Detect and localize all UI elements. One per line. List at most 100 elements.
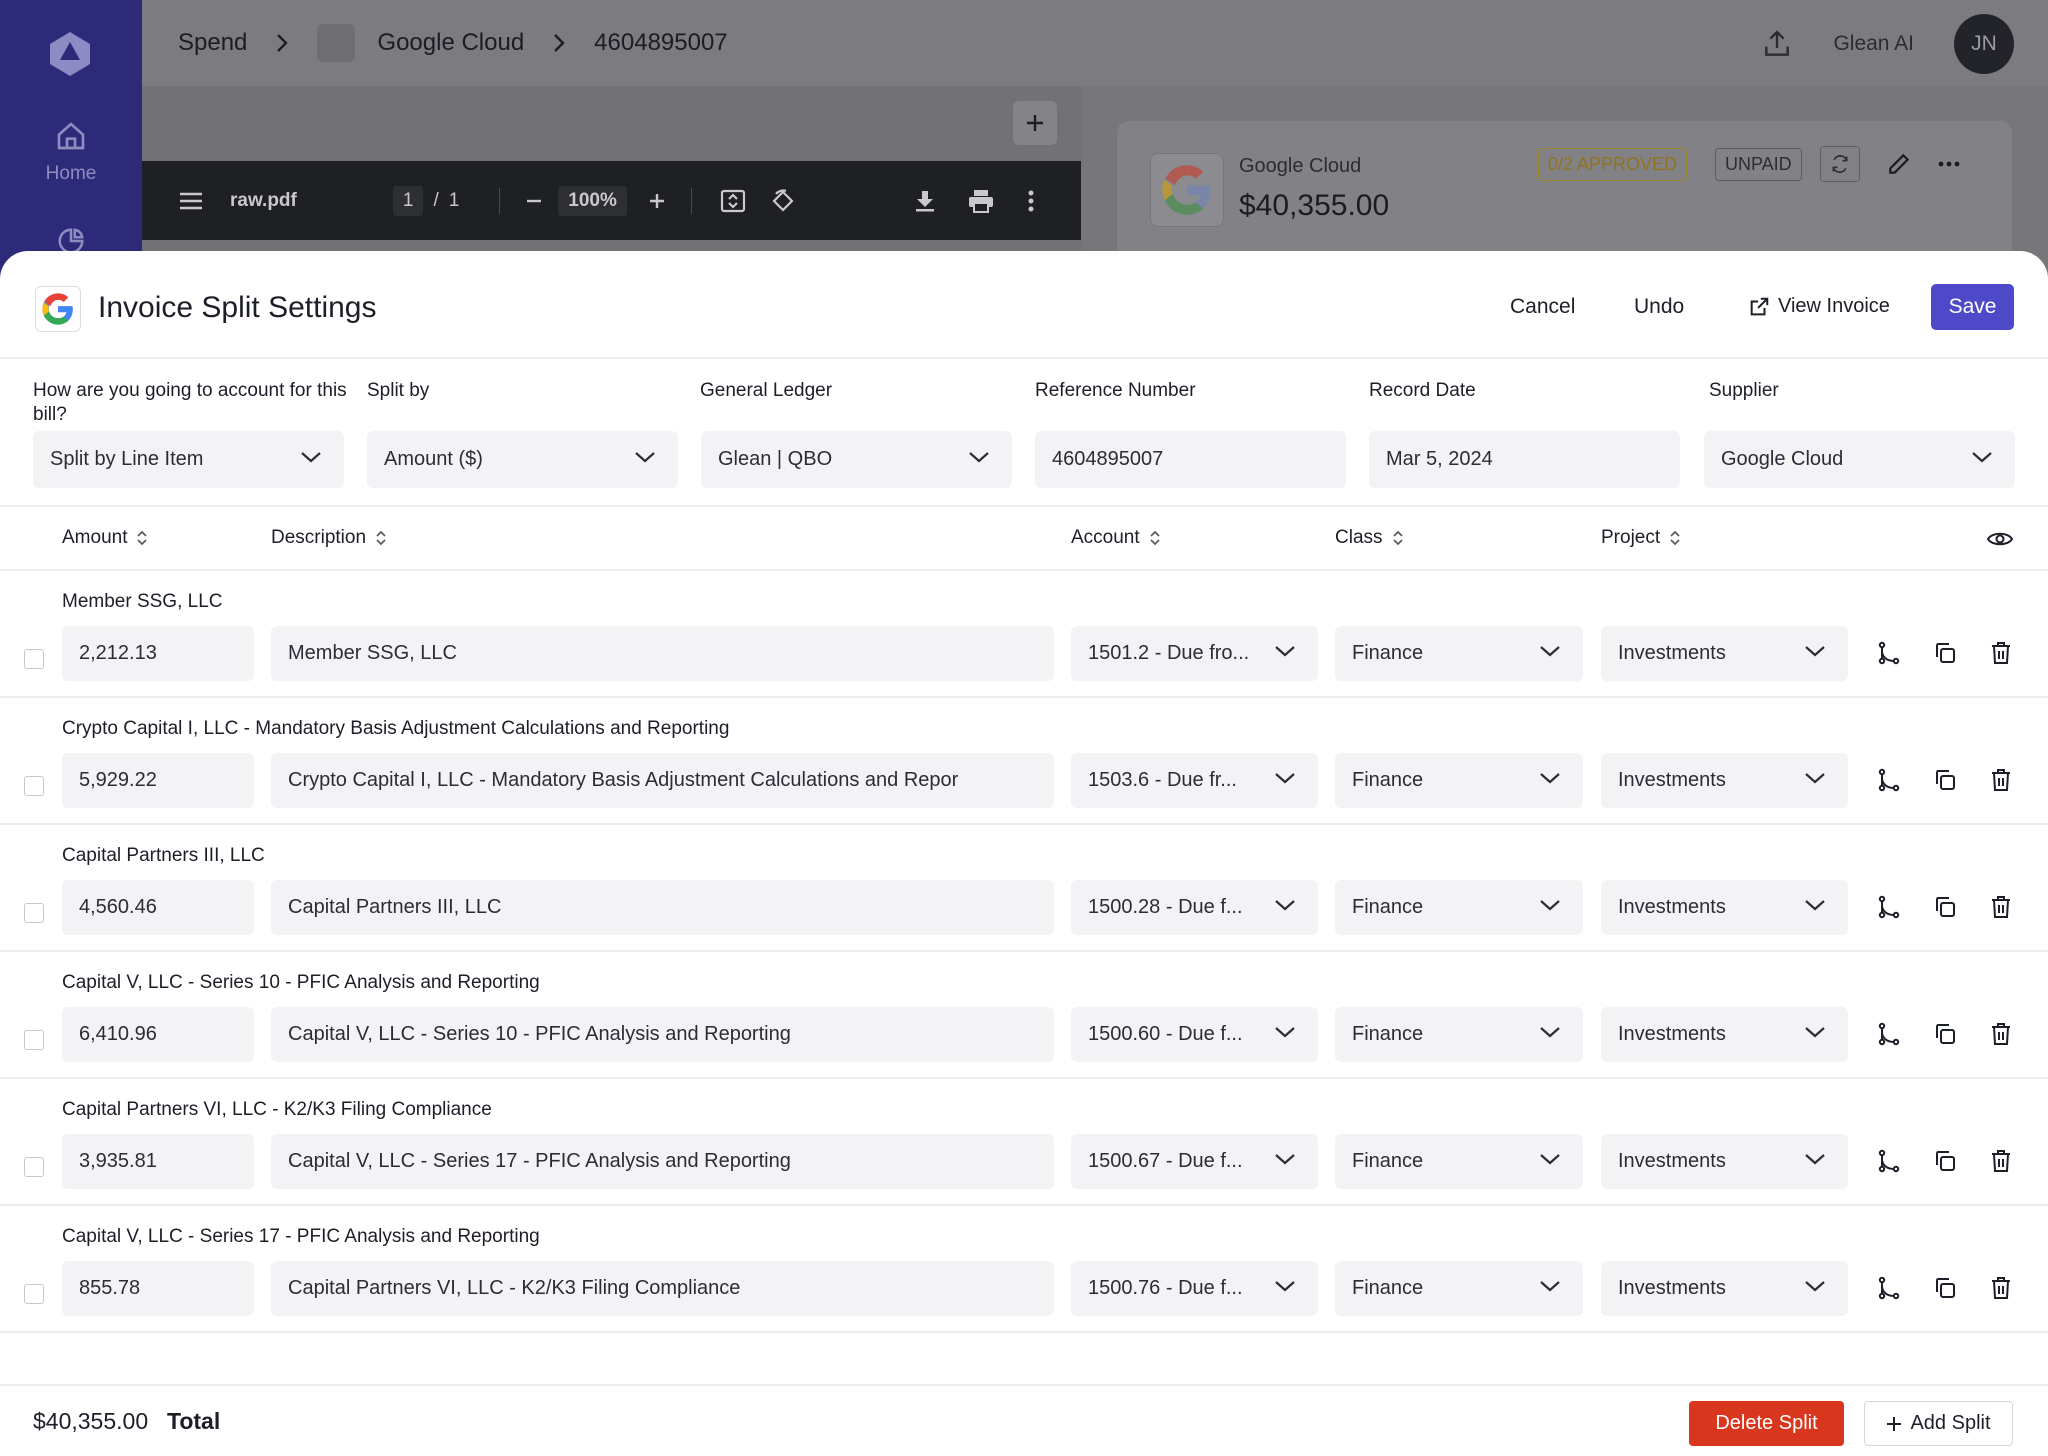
project-select[interactable]: Investments (1601, 1007, 1848, 1062)
delete-row-button[interactable] (1986, 1146, 2016, 1176)
project-select[interactable]: Investments (1601, 1261, 1848, 1316)
amount-input[interactable]: 855.78 (62, 1261, 254, 1316)
split-by-select[interactable]: Amount ($) (367, 431, 678, 488)
row-checkbox[interactable] (24, 903, 44, 923)
project-select[interactable]: Investments (1601, 1134, 1848, 1189)
sort-project-header[interactable]: Project (1601, 527, 1680, 549)
print-icon[interactable] (968, 189, 994, 213)
save-button[interactable]: Save (1931, 284, 2014, 330)
general-ledger-select[interactable]: Glean | QBO (701, 431, 1012, 488)
trash-icon (1992, 896, 2010, 918)
undo-button[interactable]: Undo (1634, 295, 1685, 318)
class-select[interactable]: Finance (1335, 626, 1583, 681)
more-horizontal-icon[interactable] (1938, 161, 1960, 167)
upload-icon[interactable] (1761, 28, 1793, 60)
class-select[interactable]: Finance (1335, 880, 1583, 935)
project-select[interactable]: Investments (1601, 880, 1848, 935)
split-line-button[interactable] (1874, 1146, 1904, 1176)
sort-account-header[interactable]: Account (1071, 527, 1160, 549)
delete-row-button[interactable] (1986, 1019, 2016, 1049)
delete-split-button[interactable]: Delete Split (1689, 1401, 1844, 1446)
split-by-value: Amount ($) (384, 448, 483, 470)
row-checkbox[interactable] (24, 1284, 44, 1304)
sync-button[interactable] (1820, 146, 1860, 182)
rotate-icon[interactable] (770, 188, 796, 214)
delete-row-button[interactable] (1986, 638, 2016, 668)
account-select[interactable]: 1500.28 - Due f... (1071, 880, 1318, 935)
class-select[interactable]: Finance (1335, 1134, 1583, 1189)
account-select[interactable]: 1500.60 - Due f... (1071, 1007, 1318, 1062)
description-input[interactable]: Crypto Capital I, LLC - Mandatory Basis … (271, 753, 1054, 808)
glean-logo-icon (50, 32, 90, 76)
record-date-input[interactable]: Mar 5, 2024 (1369, 431, 1680, 488)
breadcrumb-spend[interactable]: Spend (178, 29, 248, 56)
duplicate-row-button[interactable] (1930, 892, 1960, 922)
duplicate-row-button[interactable] (1930, 765, 1960, 795)
duplicate-row-button[interactable] (1930, 1273, 1960, 1303)
class-select[interactable]: Finance (1335, 753, 1583, 808)
delete-row-button[interactable] (1986, 765, 2016, 795)
delete-row-button[interactable] (1986, 892, 2016, 922)
project-select[interactable]: Investments (1601, 753, 1848, 808)
sort-description-header[interactable]: Description (271, 527, 386, 549)
description-input[interactable]: Capital V, LLC - Series 17 - PFIC Analys… (271, 1134, 1054, 1189)
avatar[interactable]: JN (1954, 14, 2014, 74)
add-document-button[interactable] (1013, 101, 1057, 145)
account-select[interactable]: 1500.67 - Due f... (1071, 1134, 1318, 1189)
zoom-in-icon[interactable] (647, 191, 667, 211)
amount-input[interactable]: 5,929.22 (62, 753, 254, 808)
amount-input[interactable]: 2,212.13 (62, 626, 254, 681)
row-checkbox[interactable] (24, 1030, 44, 1050)
amount-input[interactable]: 4,560.46 (62, 880, 254, 935)
delete-row-button[interactable] (1986, 1273, 2016, 1303)
add-split-button[interactable]: Add Split (1864, 1401, 2013, 1446)
amount-input[interactable]: 6,410.96 (62, 1007, 254, 1062)
accounting-method-select[interactable]: Split by Line Item (33, 431, 344, 488)
chevron-right-icon (552, 32, 566, 54)
sidebar-item-reports[interactable] (56, 226, 86, 261)
cancel-button[interactable]: Cancel (1510, 295, 1576, 318)
duplicate-row-button[interactable] (1930, 1019, 1960, 1049)
accounting-method-value: Split by Line Item (50, 448, 204, 470)
trash-icon (1992, 769, 2010, 791)
supplier-select[interactable]: Google Cloud (1704, 431, 2015, 488)
row-checkbox[interactable] (24, 649, 44, 669)
class-select[interactable]: Finance (1335, 1261, 1583, 1316)
split-line-button[interactable] (1874, 765, 1904, 795)
description-input[interactable]: Capital Partners III, LLC (271, 880, 1054, 935)
duplicate-row-button[interactable] (1930, 638, 1960, 668)
duplicate-row-button[interactable] (1930, 1146, 1960, 1176)
reference-number-input[interactable]: 4604895007 (1035, 431, 1346, 488)
account-select[interactable]: 1501.2 - Due fro... (1071, 626, 1318, 681)
eye-icon[interactable] (1986, 529, 2014, 549)
row-checkbox[interactable] (24, 1157, 44, 1177)
pdf-page-input[interactable]: 1 (392, 185, 424, 216)
fit-page-icon[interactable] (720, 189, 746, 213)
split-line-button[interactable] (1874, 638, 1904, 668)
breadcrumb-supplier[interactable]: Google Cloud (377, 29, 525, 56)
sort-class-header[interactable]: Class (1335, 527, 1403, 549)
class-value: Finance (1352, 1150, 1424, 1172)
menu-icon[interactable] (178, 190, 204, 212)
account-select[interactable]: 1500.76 - Due f... (1071, 1261, 1318, 1316)
amount-input[interactable]: 3,935.81 (62, 1134, 254, 1189)
more-vertical-icon[interactable] (1028, 189, 1034, 213)
account-select[interactable]: 1503.6 - Due fr... (1071, 753, 1318, 808)
description-input[interactable]: Capital Partners VI, LLC - K2/K3 Filing … (271, 1261, 1054, 1316)
zoom-out-icon[interactable] (524, 191, 544, 211)
row-checkbox[interactable] (24, 776, 44, 796)
split-line-button[interactable] (1874, 1019, 1904, 1049)
class-select[interactable]: Finance (1335, 1007, 1583, 1062)
sidebar-item-home[interactable]: Home (0, 120, 142, 185)
project-select[interactable]: Investments (1601, 626, 1848, 681)
download-icon[interactable] (914, 189, 936, 213)
glean-ai-link[interactable]: Glean AI (1833, 32, 1914, 55)
split-line-button[interactable] (1874, 1273, 1904, 1303)
pdf-zoom-level[interactable]: 100% (558, 185, 627, 216)
split-line-button[interactable] (1874, 892, 1904, 922)
sort-amount-header[interactable]: Amount (62, 527, 148, 549)
description-input[interactable]: Member SSG, LLC (271, 626, 1054, 681)
description-input[interactable]: Capital V, LLC - Series 10 - PFIC Analys… (271, 1007, 1054, 1062)
view-invoice-link[interactable]: View Invoice (1748, 295, 1890, 318)
edit-icon[interactable] (1886, 151, 1912, 177)
